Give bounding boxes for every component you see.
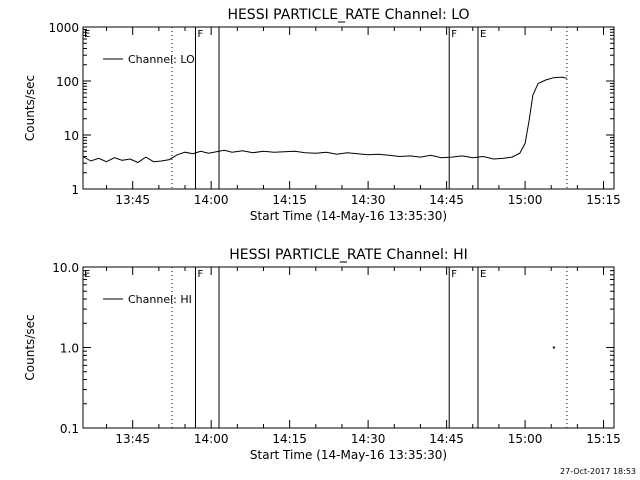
hi-x-tick-label: 14:45 xyxy=(429,432,464,446)
hi-plot-frame xyxy=(82,266,615,429)
lo-plot-frame xyxy=(82,26,615,190)
hi-x-tick-label: 14:00 xyxy=(194,432,229,446)
lo-x-tick-label: 14:30 xyxy=(351,193,386,207)
lo-y-tick-label: 1 xyxy=(71,183,79,197)
lo-y-tick-label: 10 xyxy=(64,129,79,143)
hi-marker-label: E xyxy=(84,269,90,280)
figure-footer: 27-Oct-2017 18:53 xyxy=(560,467,636,476)
hi-panel: HESSI PARTICLE_RATE Channel: HI 13:45 14:0… xyxy=(23,247,621,462)
hi-marker-label: E xyxy=(480,269,486,280)
hi-x-tick-label: 14:30 xyxy=(351,432,386,446)
hi-marker-label: F xyxy=(197,269,203,280)
lo-x-tick-label: 14:15 xyxy=(272,193,307,207)
hi-y-tick-label: 10.0 xyxy=(52,261,79,275)
lo-x-axis-label: Start Time (14-May-16 13:35:30) xyxy=(250,209,447,223)
hi-x-tick-label: 14:15 xyxy=(272,432,307,446)
lo-x-tick-label: 15:00 xyxy=(508,193,543,207)
lo-series-line xyxy=(82,76,568,164)
lo-marker-label: E xyxy=(84,29,90,40)
lo-chart-title: HESSI PARTICLE_RATE Channel: LO xyxy=(227,7,469,23)
hi-x-tick-label: 15:00 xyxy=(508,432,543,446)
lo-x-tick-label: 14:00 xyxy=(194,193,229,207)
hi-x-axis-label: Start Time (14-May-16 13:35:30) xyxy=(250,448,447,462)
hi-y-tick-label: 0.1 xyxy=(60,422,79,436)
hi-y-axis-label: Counts/sec xyxy=(23,314,37,380)
hi-legend-label: Channel: HI xyxy=(128,293,192,306)
lo-marker-label: E xyxy=(480,29,486,40)
lo-x-tick-label: 13:45 xyxy=(115,193,150,207)
lo-y-axis-label: Counts/sec xyxy=(23,75,37,141)
lo-legend-label: Channel: LO xyxy=(128,53,195,66)
hi-data-point xyxy=(552,346,555,349)
hi-marker-label: F xyxy=(451,269,457,280)
hi-chart-title: HESSI PARTICLE_RATE Channel: HI xyxy=(229,247,467,263)
lo-y-tick-label: 100 xyxy=(56,75,79,89)
lo-panel: HESSI PARTICLE_RATE Channel: LO 13:45 14:0… xyxy=(23,7,621,223)
hi-y-tick-label: 1.0 xyxy=(60,342,79,356)
lo-marker-label: F xyxy=(451,29,457,40)
hi-x-tick-label: 15:15 xyxy=(586,432,621,446)
lo-x-tick-label: 14:45 xyxy=(429,193,464,207)
lo-marker-label: F xyxy=(197,29,203,40)
hi-x-tick-label: 13:45 xyxy=(115,432,150,446)
lo-x-tick-label: 15:15 xyxy=(586,193,621,207)
lo-y-tick-label: 1000 xyxy=(48,21,79,35)
